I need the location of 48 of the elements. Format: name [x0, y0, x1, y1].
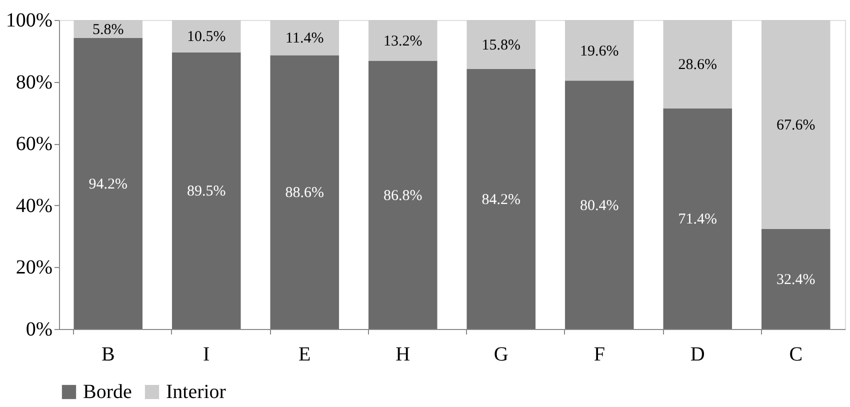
data-label: 15.8% — [482, 37, 520, 54]
x-tick-label: G — [494, 344, 508, 366]
bar — [368, 60, 438, 329]
y-tick-label: 100% — [6, 10, 52, 32]
bar — [270, 20, 340, 56]
y-tick-label: 60% — [16, 133, 52, 156]
x-tick-label: C — [789, 344, 803, 366]
x-tick-label: D — [690, 344, 705, 366]
data-label: 13.2% — [384, 33, 422, 50]
data-label: 86.8% — [384, 188, 422, 204]
bar — [761, 20, 830, 229]
data-label: 19.6% — [580, 43, 619, 60]
x-tick-label: F — [594, 344, 605, 366]
data-label: 32.4% — [776, 272, 816, 288]
data-label: 84.2% — [482, 192, 520, 208]
y-tick-label: 40% — [16, 194, 52, 217]
data-label: 80.4% — [580, 198, 619, 214]
bar — [663, 20, 732, 108]
data-label: 10.5% — [187, 29, 226, 46]
bar — [663, 108, 732, 329]
y-tick-label: 80% — [16, 71, 52, 94]
legend-label: Interior — [166, 381, 226, 403]
bar — [466, 68, 536, 329]
bar — [172, 20, 241, 52]
bar — [368, 20, 438, 61]
x-tick-label: B — [101, 344, 115, 366]
data-label: 88.6% — [285, 185, 324, 202]
y-tick-label: 0% — [26, 318, 52, 340]
bar — [74, 20, 143, 38]
bar — [761, 228, 830, 329]
bar — [74, 38, 143, 329]
data-label: 94.2% — [88, 176, 128, 192]
x-tick-label: H — [396, 344, 410, 366]
bar — [564, 80, 634, 329]
x-tick-label: E — [298, 344, 311, 366]
data-label: 67.6% — [776, 117, 816, 134]
data-label: 71.4% — [678, 212, 717, 228]
bar — [270, 55, 340, 329]
data-label: 28.6% — [678, 57, 717, 74]
data-label: 89.5% — [187, 184, 226, 200]
bar — [172, 52, 241, 329]
bar — [466, 20, 536, 69]
data-label: 5.8% — [92, 22, 124, 38]
y-tick-label: 20% — [16, 256, 52, 279]
bar — [564, 20, 634, 81]
x-tick-label: I — [203, 344, 210, 366]
legend-label: Borde — [83, 381, 132, 403]
data-label: 11.4% — [286, 30, 324, 47]
